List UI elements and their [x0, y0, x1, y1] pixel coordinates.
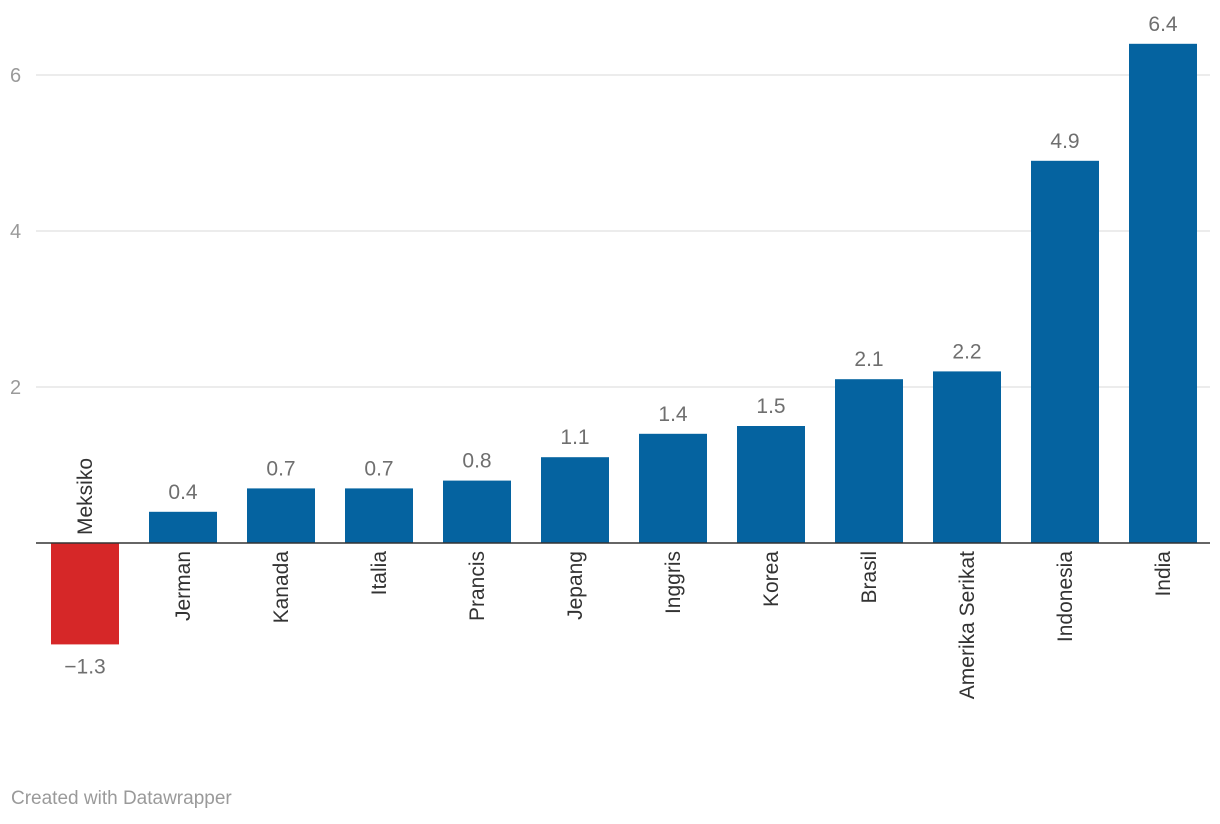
- category-label: Indonesia: [1054, 551, 1077, 642]
- bar-brasil: [835, 379, 903, 543]
- bar-india: [1129, 43, 1197, 544]
- category-label: Meksiko: [74, 458, 97, 535]
- value-label: 0.7: [364, 457, 393, 480]
- category-label: Italia: [368, 551, 391, 596]
- category-label: Jepang: [564, 551, 587, 620]
- y-tick-label: 4: [10, 221, 21, 243]
- category-label: Brasil: [858, 551, 881, 604]
- value-label: 2.1: [854, 348, 883, 371]
- bar-kanada: [247, 488, 315, 543]
- value-label: 0.7: [266, 457, 295, 480]
- bars: [51, 43, 1197, 645]
- value-label: 2.2: [952, 340, 981, 363]
- category-label: Korea: [760, 551, 783, 607]
- category-label: Inggris: [662, 551, 685, 614]
- value-label: −1.3: [64, 655, 105, 678]
- bar-amerika-serikat: [933, 371, 1001, 543]
- value-label: 6.4: [1148, 13, 1178, 36]
- value-label: 4.9: [1050, 130, 1079, 153]
- bar-inggris: [639, 433, 707, 543]
- bar-prancis: [443, 480, 511, 543]
- category-label: Jerman: [172, 551, 195, 621]
- y-tick-label: 2: [10, 377, 21, 399]
- category-label: Amerika Serikat: [956, 551, 979, 699]
- credit-footer: Created with Datawrapper: [11, 788, 232, 809]
- bar-meksiko: [51, 543, 119, 645]
- value-label: 1.1: [560, 426, 589, 449]
- bar-jepang: [541, 457, 609, 543]
- labels: −1.3 Meksiko 0.4 Jerman 0.7 Kanada 0.7 Italia 0.…: [64, 13, 1178, 699]
- bar-italia: [345, 488, 413, 543]
- category-label: Prancis: [466, 551, 489, 621]
- value-label: 0.4: [168, 481, 198, 504]
- grid-lines: 2 4 6: [10, 65, 1210, 399]
- bar-jerman: [149, 511, 217, 543]
- category-label: India: [1152, 551, 1175, 597]
- bar-korea: [737, 426, 805, 543]
- bar-indonesia: [1031, 160, 1099, 544]
- y-tick-label: 6: [10, 65, 21, 87]
- value-label: 1.5: [756, 395, 785, 418]
- value-label: 1.4: [658, 403, 688, 426]
- category-label: Kanada: [270, 551, 293, 624]
- value-label: 0.8: [462, 450, 491, 473]
